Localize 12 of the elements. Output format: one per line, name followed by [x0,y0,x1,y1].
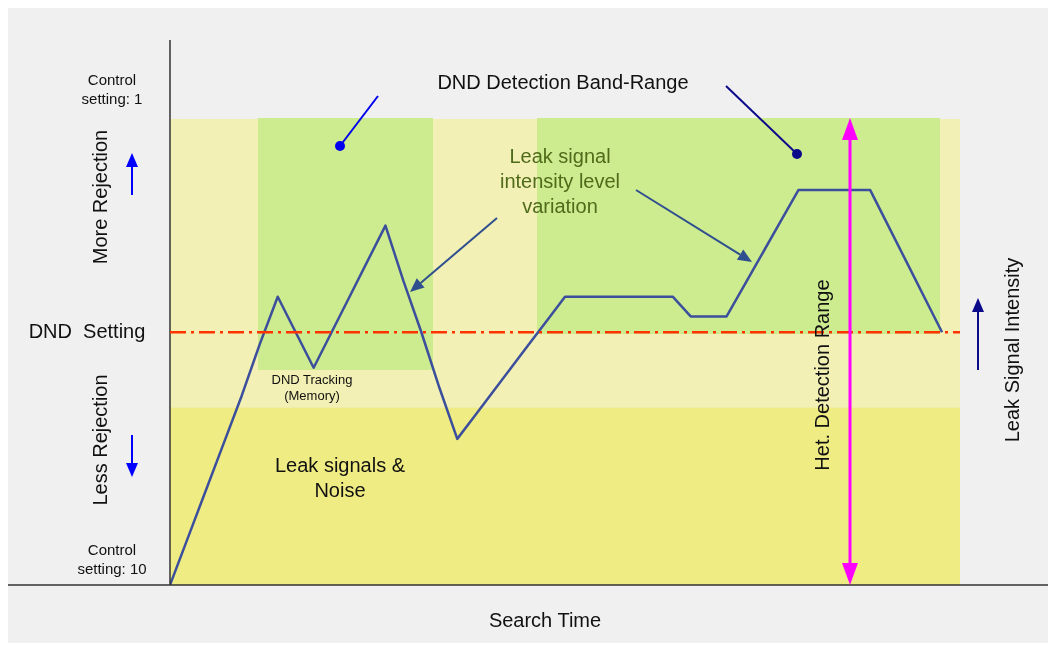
annotation: DND Tracking (Memory) [270,371,354,405]
annotation: Leak signals & Noise [273,453,407,503]
x-axis-title: Search Time [488,608,602,631]
text: Control setting: 1 [80,71,144,109]
text: Less Rejection [87,373,112,508]
annotation: Leak signal intensity level variation [498,143,622,219]
text: Control setting: 10 [76,541,148,579]
y2-axis-title: Leak Signal Intensity [1000,257,1023,443]
text: DND Detection Band-Range [436,69,690,95]
ref-line-label: DND Setting [28,319,146,342]
text: More Rejection [88,129,111,265]
annotation: Het. Detection Range [809,278,834,473]
